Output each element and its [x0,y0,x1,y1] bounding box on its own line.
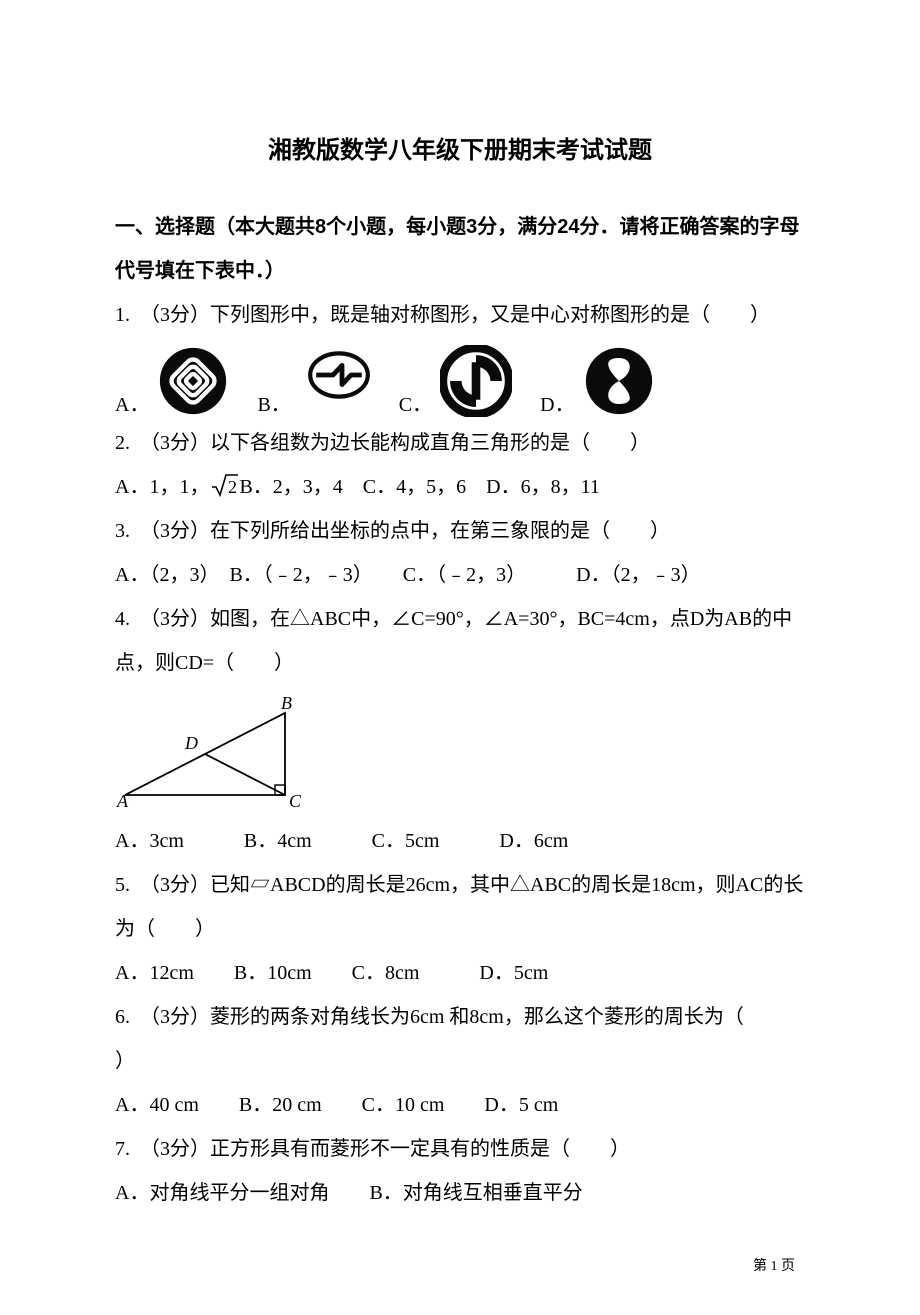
question-5-options: A．12cm B．10cm C．8cm D．5cm [115,951,805,995]
question-6-stem-a: 6. （3分）菱形的两条对角线长为6cm 和8cm，那么这个菱形的周长为（ [115,995,805,1039]
question-2-options: A．1，1， 2B．2，3，4 C．4，5，6 D．6，8，11 [115,465,805,509]
question-1-stem: 1. （3分）下列图形中，既是轴对称图形，又是中心对称图形的是（ ） [115,293,805,337]
option-1a-label: A． [115,388,149,417]
fig-label-D: D [184,733,198,753]
option-1c-label: C． [399,388,432,417]
question-4-stem-a: 4. （3分）如图，在△ABC中，∠C=90°，∠A=30°，BC=4cm，点D… [115,597,805,641]
symmetry-icon-a [157,345,229,417]
fig-label-C: C [289,791,302,810]
question-3-options: A．（2，3） B．（﹣2，﹣3） C．（﹣2，3） D．（2，﹣3） [115,553,805,597]
option-1b-label: B． [257,388,290,417]
option-1d-label: D． [540,388,574,417]
section-heading-line-1: 一、选择题（本大题共8个小题，每小题3分，满分24分．请将正确答案的字母 [115,205,805,249]
option-1d: D． [540,345,654,417]
page-footer: 第 1 页 [115,1255,805,1275]
option-1b: B． [257,345,370,417]
page-title: 湘教版数学八年级下册期末考试试题 [115,130,805,165]
question-3-stem: 3. （3分）在下列所给出坐标的点中，在第三象限的是（ ） [115,509,805,553]
question-1-options: A． B． C． [115,345,805,417]
question-6-stem-b: ） [115,1039,805,1083]
question-6-options: A．40 cm B．20 cm C．10 cm D．5 cm [115,1083,805,1127]
question-7-options: A．对角线平分一组对角 B．对角线互相垂直平分 [115,1171,805,1215]
question-2-stem: 2. （3分）以下各组数为边长能构成直角三角形的是（ ） [115,421,805,465]
question-5-stem-b: 为（ ） [115,907,805,951]
q2-opt-a-prefix: A．1，1， [115,476,209,498]
question-4-figure: A B C D [115,695,805,815]
fig-label-B: B [281,695,292,713]
option-1c: C． [399,345,512,417]
section-heading-line-2: 代号填在下表中．） [115,249,805,293]
question-4-stem-b: 点，则CD=（ ） [115,641,805,685]
symmetry-icon-c [440,345,512,417]
option-1a: A． [115,345,229,417]
question-5-stem-a: 5. （3分）已知▱ABCD的周长是26cm，其中△ABC的周长是18cm，则A… [115,863,805,907]
symmetry-icon-b [299,345,371,417]
sqrt-radicand: 2 [228,477,237,497]
q2-opt-rest: B．2，3，4 C．4，5，6 D．6，8，11 [239,476,599,498]
symmetry-icon-d [583,345,655,417]
fig-label-A: A [116,791,129,810]
question-7-stem: 7. （3分）正方形具有而菱形不一定具有的性质是（ ） [115,1127,805,1171]
sqrt-icon: 2 [209,465,239,509]
question-4-options: A．3cm B．4cm C．5cm D．6cm [115,819,805,863]
